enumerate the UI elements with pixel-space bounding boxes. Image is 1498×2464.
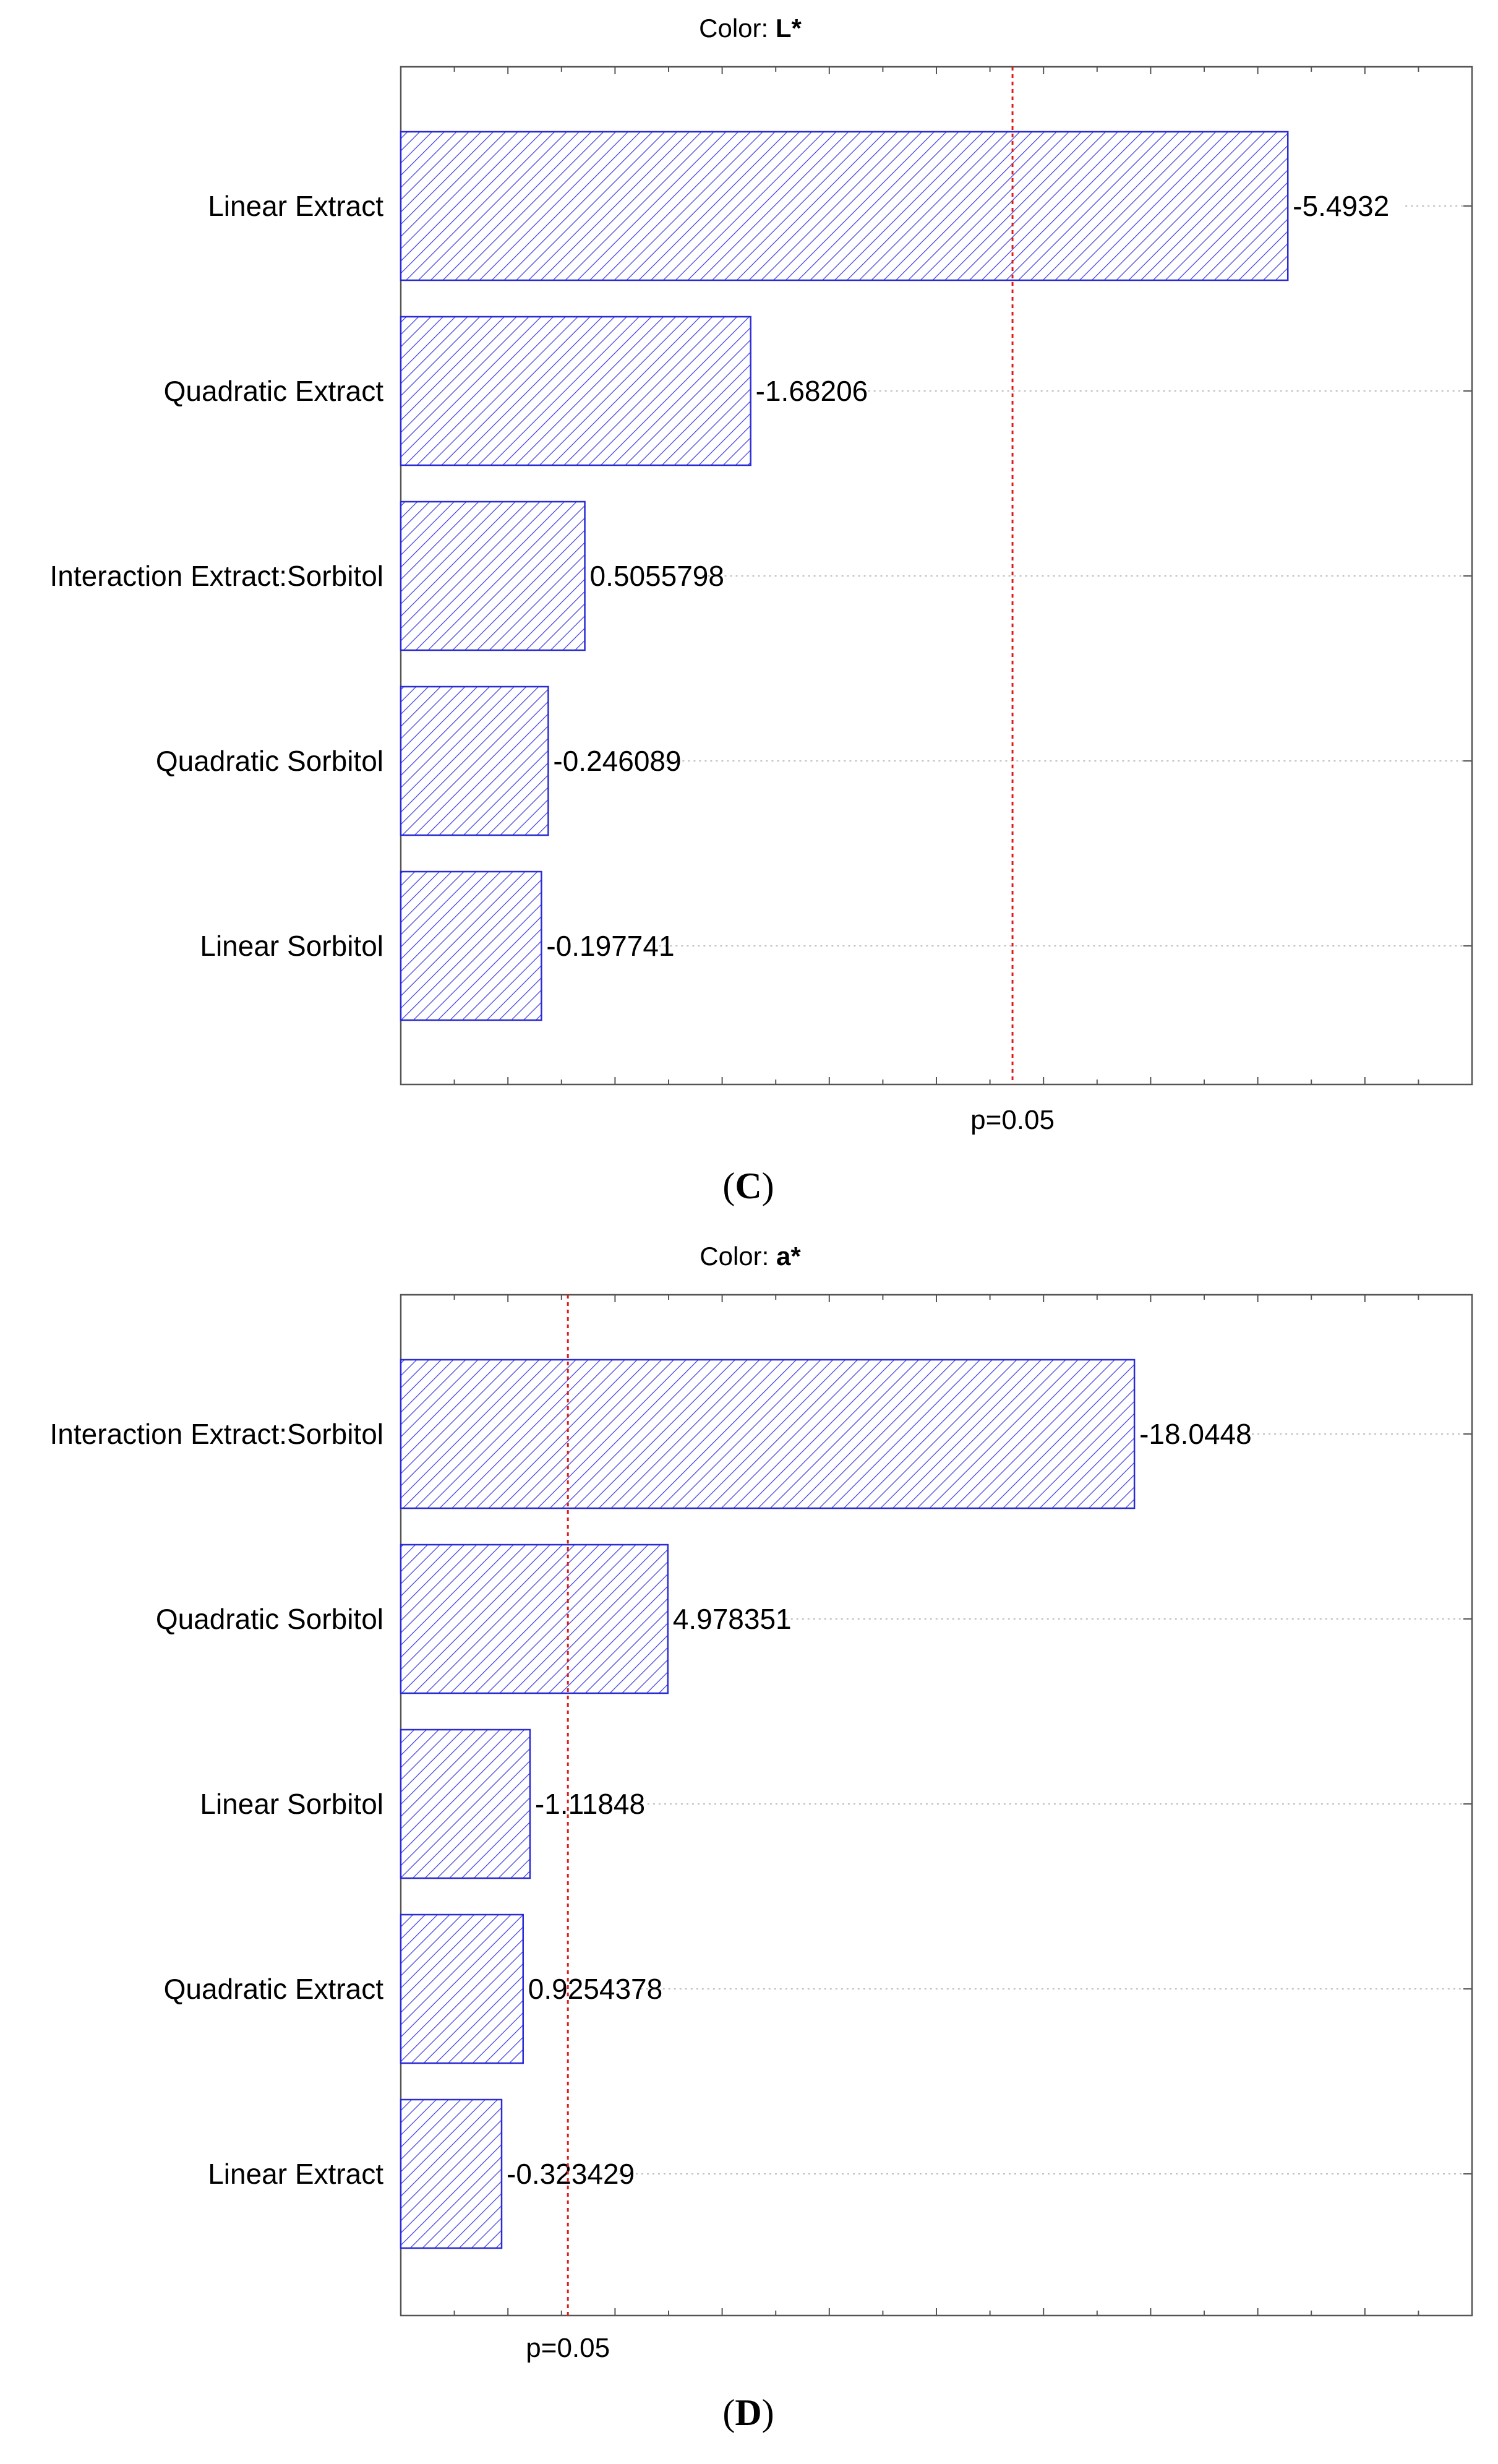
category-label: Quadratic Extract <box>164 1973 384 2005</box>
bars-d <box>400 1359 1136 2249</box>
category-labels-d: Interaction Extract:Sorbitol Quadratic So… <box>50 1418 384 2190</box>
bar <box>400 1543 669 1694</box>
grid-lines-c <box>659 205 1472 947</box>
chart-title-d: Color: a* <box>700 1242 801 1271</box>
category-label: Quadratic Sorbitol <box>156 1603 383 1635</box>
value-label: -0.197741 <box>546 930 674 962</box>
value-labels-c: -5.4932 -1.68206 0.5055798 -0.246089 -0.1977… <box>546 190 1389 962</box>
value-label: -1.68206 <box>756 375 868 407</box>
chart-title-c: Color: L* <box>699 14 802 43</box>
category-label: Interaction Extract:Sorbitol <box>50 560 383 592</box>
value-label: -0.323429 <box>507 2158 635 2190</box>
category-label: Linear Extract <box>208 190 383 222</box>
panel-label-d: (D) <box>722 2392 774 2433</box>
bar <box>400 685 549 836</box>
bar <box>400 2098 503 2249</box>
value-label: -18.0448 <box>1139 1418 1252 1450</box>
category-label: Quadratic Extract <box>164 375 384 407</box>
category-label: Linear Sorbitol <box>200 930 383 962</box>
value-label: 0.9254378 <box>528 1973 662 2005</box>
bar <box>400 870 542 1021</box>
value-label: -1.11848 <box>535 1788 645 1820</box>
chart-panel-c: Color: L* Linear Extract Quadratic Extrac… <box>50 14 1473 1206</box>
category-label: Linear Sorbitol <box>200 1788 383 1820</box>
bar <box>400 1728 531 1879</box>
value-label: 0.5055798 <box>590 560 724 592</box>
significance-label-c: p=0.05 <box>970 1105 1055 1135</box>
category-labels-c: Linear Extract Quadratic Extract Interacti… <box>50 190 384 962</box>
value-label: -0.246089 <box>553 745 681 777</box>
panel-label-c: (C) <box>722 1165 774 1206</box>
category-label: Interaction Extract:Sorbitol <box>50 1418 383 1450</box>
significance-label-d: p=0.05 <box>526 2333 610 2363</box>
category-label: Linear Extract <box>208 2158 383 2190</box>
bar <box>400 500 586 651</box>
grid-lines-d <box>619 1433 1472 2174</box>
bar <box>400 316 751 466</box>
bars-c <box>400 131 1289 1021</box>
value-labels-d: -18.0448 4.978351 -1.11848 0.9254378 -0.3234… <box>507 1418 1252 2190</box>
bar <box>400 1913 524 2064</box>
chart-panel-d: Color: a* Interaction Extract:Sorbitol Qu… <box>50 1242 1473 2433</box>
bar <box>400 131 1289 281</box>
value-label: -5.4932 <box>1293 190 1389 222</box>
value-label: 4.978351 <box>673 1603 792 1635</box>
category-label: Quadratic Sorbitol <box>156 745 383 777</box>
bar <box>400 1359 1136 1509</box>
